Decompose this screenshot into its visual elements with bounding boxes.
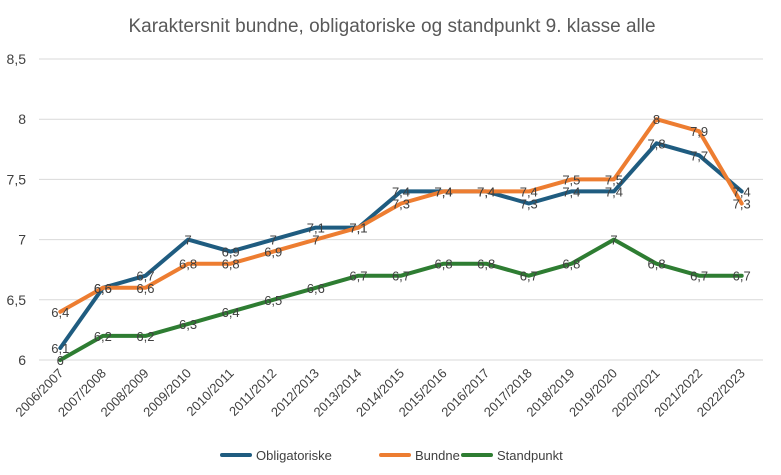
data-label: 7,3 [392,196,410,211]
data-label: 6,9 [222,245,240,260]
data-label: 7,9 [690,124,708,139]
data-label: 6,2 [94,329,112,344]
data-label: 7,5 [562,172,580,187]
data-label: 7,4 [435,184,453,199]
y-axis: 6 6,5 7 7,5 8 8,5 [7,51,27,368]
data-label: 6,9 [264,245,282,260]
data-label: 8 [653,112,660,127]
y-tick-label: 7 [18,232,26,248]
data-label: 6,8 [179,257,197,272]
data-label: 6 [57,353,64,368]
data-label: 7,1 [349,221,367,236]
data-label: 6,2 [136,329,154,344]
y-tick-label: 6,5 [7,292,27,308]
series-line-obligatoriske [58,141,744,350]
data-label: 7,3 [733,196,751,211]
data-label: 7 [312,233,319,248]
y-tick-label: 8 [18,111,26,127]
data-label: 6,4 [51,305,69,320]
data-label: 6,8 [647,257,665,272]
data-label: 7,4 [477,184,495,199]
data-label: 6,5 [264,293,282,308]
data-labels: 6,16,66,776,977,1 7,17,4 7,4 7,47,37,4 7,47,… [51,112,750,368]
data-label: 6,1 [51,341,69,356]
data-label: 7,4 [435,184,453,199]
data-label: 7,1 [349,221,367,236]
data-label: 6,3 [179,317,197,332]
data-label: 6,6 [307,281,325,296]
data-label: 7 [184,233,191,248]
data-label: 6,6 [94,281,112,296]
data-label: 7,4 [392,184,410,199]
data-label: 7,4 [477,184,495,199]
data-label: 7 [270,233,277,248]
data-label: 6,7 [136,269,154,284]
data-label: 7,4 [605,184,623,199]
data-label: 6,8 [562,257,580,272]
data-label: 6,6 [136,281,154,296]
data-label: 7,7 [690,148,708,163]
data-label: 6,7 [690,269,708,284]
data-label: 6,8 [435,257,453,272]
legend-label-bundne: Bundne [415,448,460,463]
data-label: 7,3 [520,196,538,211]
data-label: 6,8 [222,257,240,272]
data-label: 7,5 [605,172,623,187]
legend: Obligatoriske Bundne Standpunkt [220,448,563,463]
data-label: 6,6 [94,281,112,296]
legend-label-obligatoriske: Obligatoriske [256,448,332,463]
series-lines [58,117,744,362]
chart-title: Karaktersnit bundne, obligatoriske og st… [128,16,655,37]
data-label: 7,4 [520,184,538,199]
data-label: 7,4 [733,184,751,199]
y-tick-label: 6 [18,352,26,368]
x-axis: 2006/20072007/20082008/20092009/20102010… [12,366,747,420]
y-tick-label: 7,5 [7,171,27,187]
y-tick-label: 8,5 [7,51,27,67]
gridlines [39,58,763,361]
data-label: 6,7 [733,269,751,284]
data-label: 6,7 [520,269,538,284]
data-label: 7 [610,233,617,248]
data-label: 7,8 [647,136,665,151]
data-label: 6,8 [477,257,495,272]
data-label: 6,4 [222,305,240,320]
data-label: 7,4 [562,184,580,199]
series-line-bundne [58,117,744,314]
data-label: 6,7 [392,269,410,284]
data-label: 6,7 [349,269,367,284]
series-line-standpunkt [58,237,744,362]
legend-label-standpunkt: Standpunkt [497,448,563,463]
data-label: 7,1 [307,221,325,236]
